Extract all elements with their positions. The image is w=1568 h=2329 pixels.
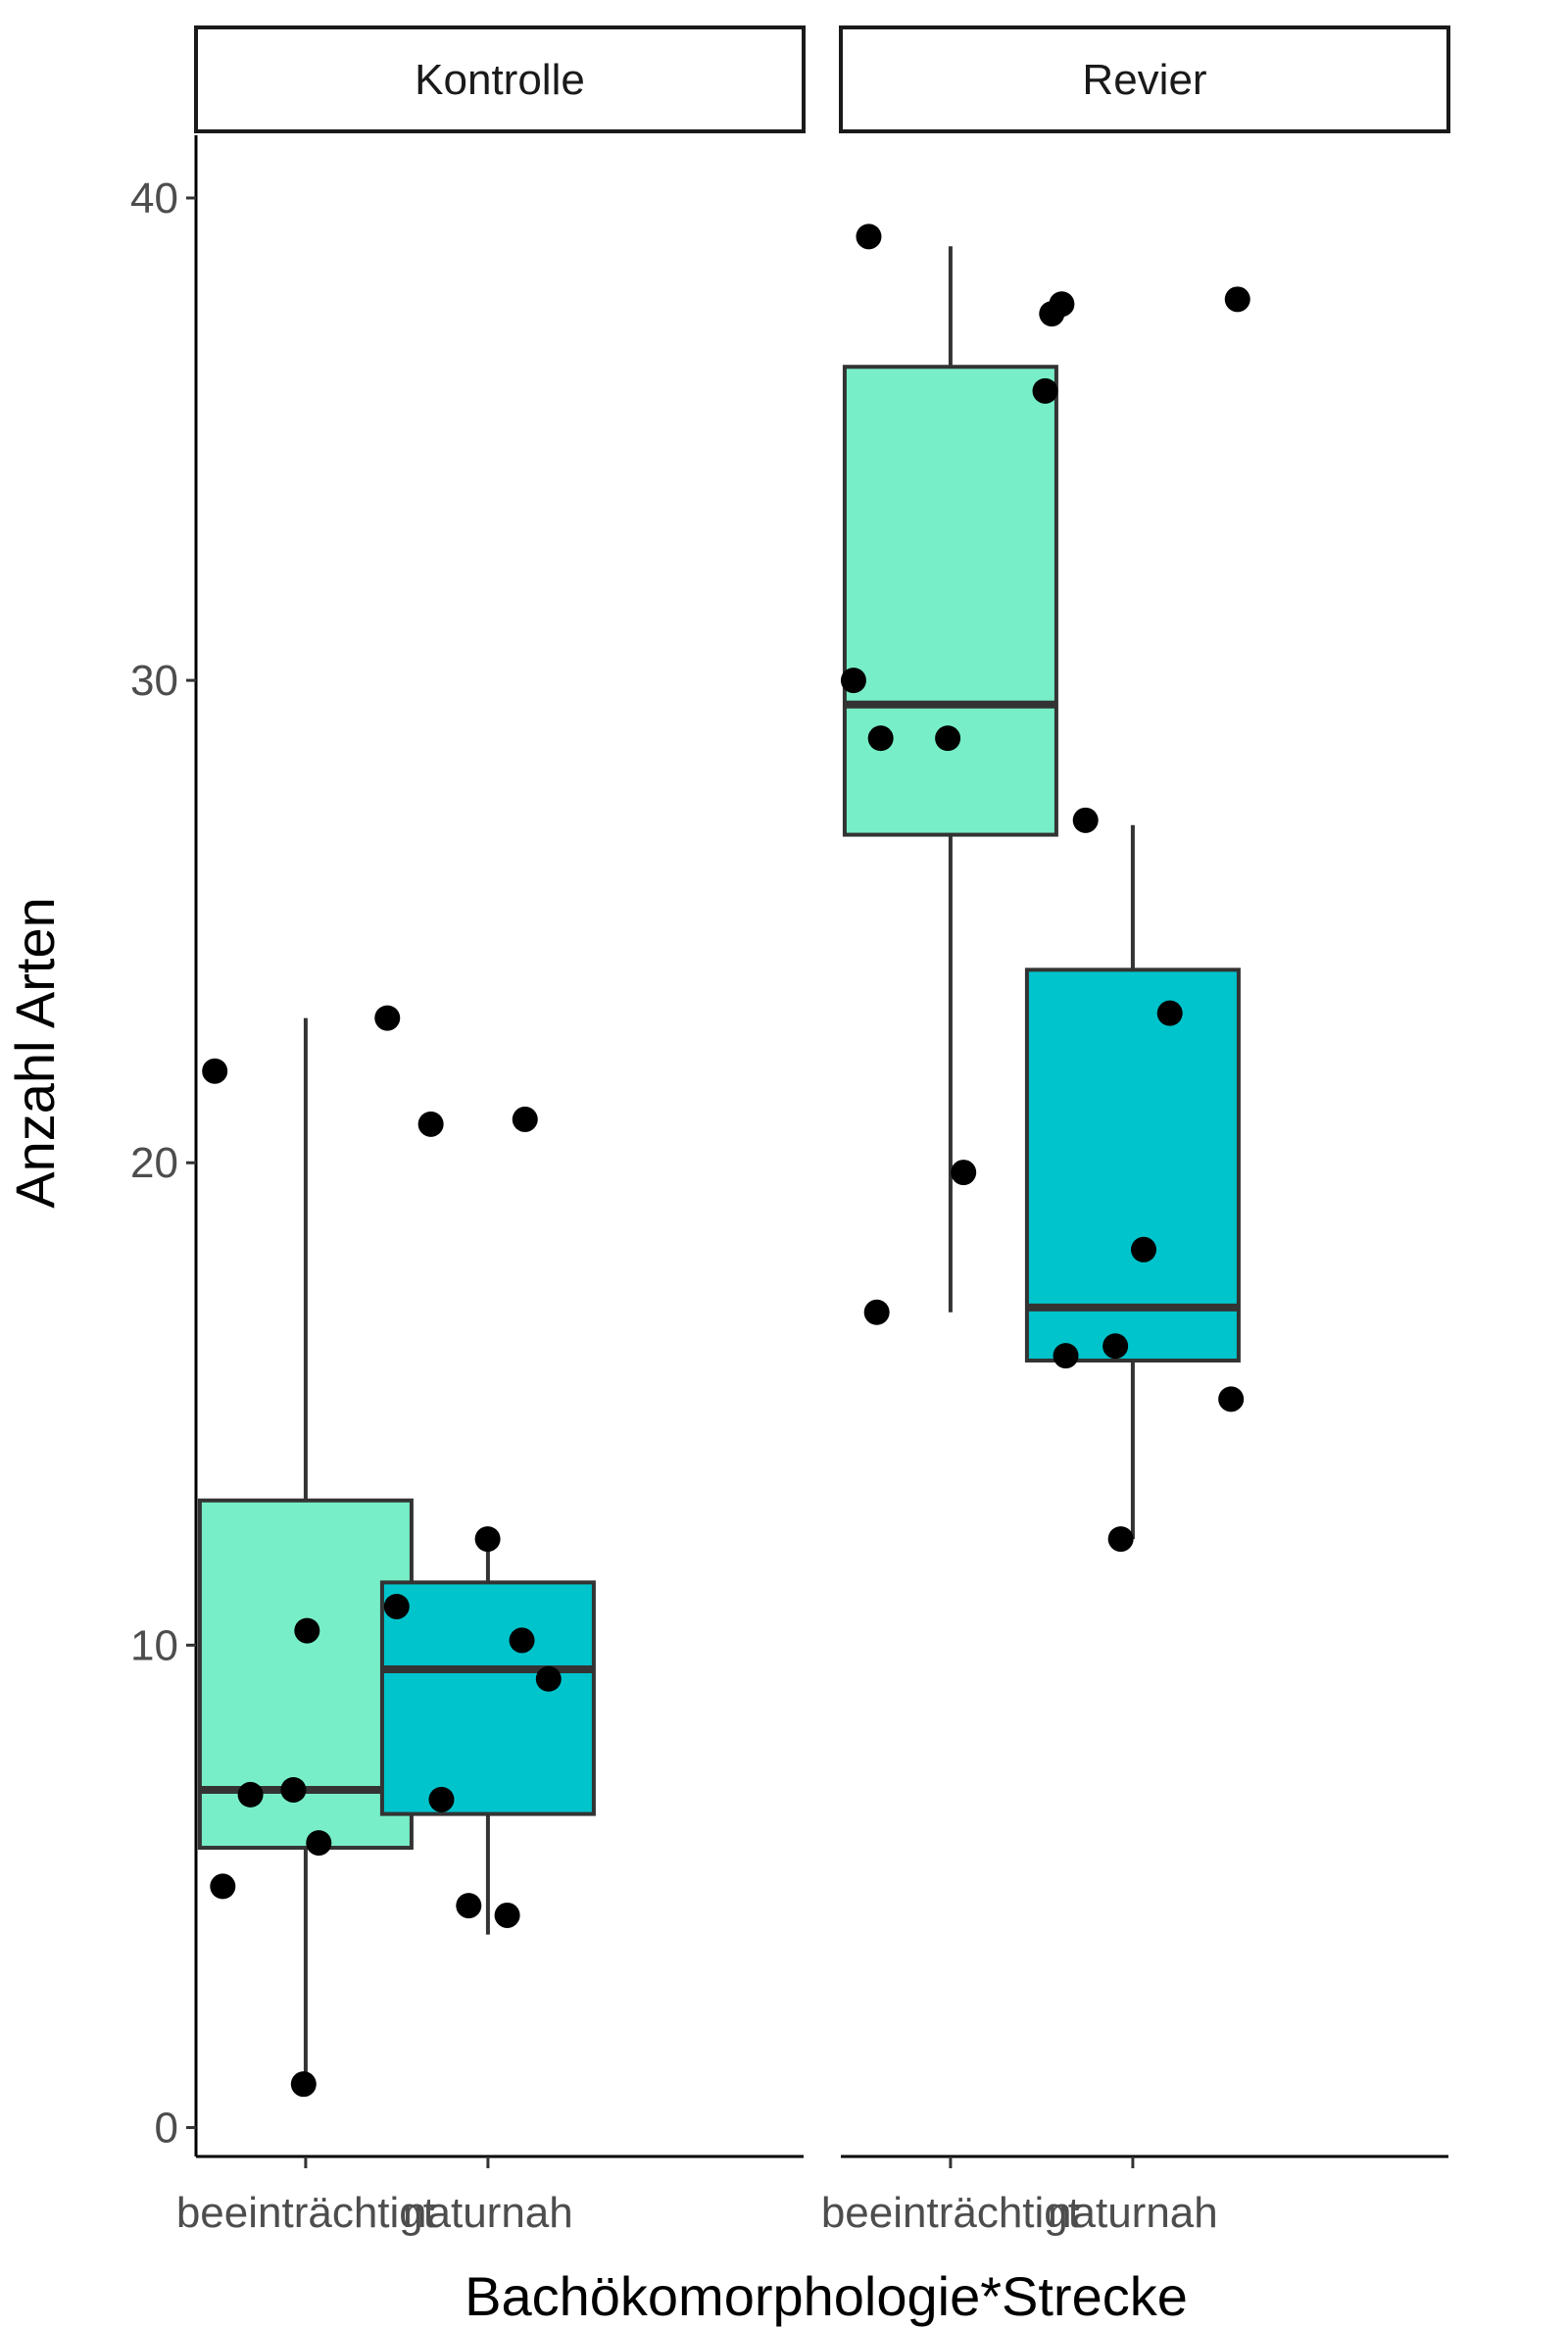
box-iqr (842, 365, 1058, 837)
data-point (509, 1627, 535, 1654)
data-point (306, 1830, 332, 1857)
y-tick-label: 20 (130, 1139, 178, 1187)
data-point (210, 1873, 236, 1900)
box-iqr (1024, 967, 1241, 1363)
data-point (1072, 807, 1099, 833)
box-naturnah (1024, 824, 1241, 1540)
facet-strip-label: Kontrolle (415, 56, 585, 104)
y-axis: 0 10 20 30 40 (130, 135, 198, 2156)
data-point (935, 725, 961, 752)
facet-strip (839, 25, 1450, 133)
x-axis-title: Bachökomorphologie*Strecke (465, 2265, 1188, 2327)
x-tick-label-beeintrachtigt: beeinträchtigt (821, 2189, 1080, 2237)
data-point (863, 1299, 890, 1325)
data-point (237, 1781, 264, 1808)
data-point (294, 1617, 320, 1644)
box-beeintrachtigt (842, 246, 1058, 1313)
data-point (1107, 1526, 1134, 1553)
data-point (474, 1526, 501, 1553)
facet-strip-label: Revier (1082, 56, 1206, 104)
data-point (1049, 291, 1075, 318)
data-point (383, 1593, 410, 1619)
data-point (951, 1160, 977, 1186)
y-tick-label: 0 (155, 2104, 178, 2152)
box-beeintrachtigt (197, 1017, 414, 2080)
x-tick-label-naturnah: naturnah (403, 2189, 573, 2237)
data-point (512, 1106, 538, 1132)
data-point (535, 1665, 562, 1692)
data-point (290, 2071, 317, 2098)
x-tick-label-beeintrachtigt: beeinträchtigt (176, 2189, 435, 2237)
box-naturnah (379, 1548, 596, 1935)
box-iqr (379, 1580, 596, 1816)
data-point (1032, 377, 1058, 404)
data-point (456, 1893, 482, 1919)
data-point (374, 1005, 401, 1031)
data-point (867, 725, 894, 752)
facet-strip (194, 25, 806, 133)
x-tick-label-naturnah: naturnah (1048, 2189, 1218, 2237)
data-point (840, 668, 866, 694)
data-point (1053, 1343, 1079, 1369)
facet-panels: KontrollebeeinträchtigtnaturnahRevierbee… (176, 25, 1450, 2237)
data-point (417, 1111, 444, 1137)
data-point (1102, 1333, 1129, 1360)
y-tick-label: 10 (130, 1621, 178, 1669)
data-point (1156, 1000, 1183, 1026)
y-axis-title: Anzahl Arten (4, 897, 66, 1209)
data-point (202, 1058, 228, 1084)
data-point (856, 223, 882, 250)
y-tick-label: 30 (130, 657, 178, 705)
data-point (428, 1786, 455, 1812)
y-tick-label: 40 (130, 174, 178, 223)
data-point (280, 1776, 307, 1803)
data-point (1130, 1236, 1156, 1263)
data-point (494, 1902, 520, 1928)
box-iqr (197, 1498, 414, 1851)
data-point (1218, 1386, 1245, 1412)
data-point (1224, 286, 1250, 313)
